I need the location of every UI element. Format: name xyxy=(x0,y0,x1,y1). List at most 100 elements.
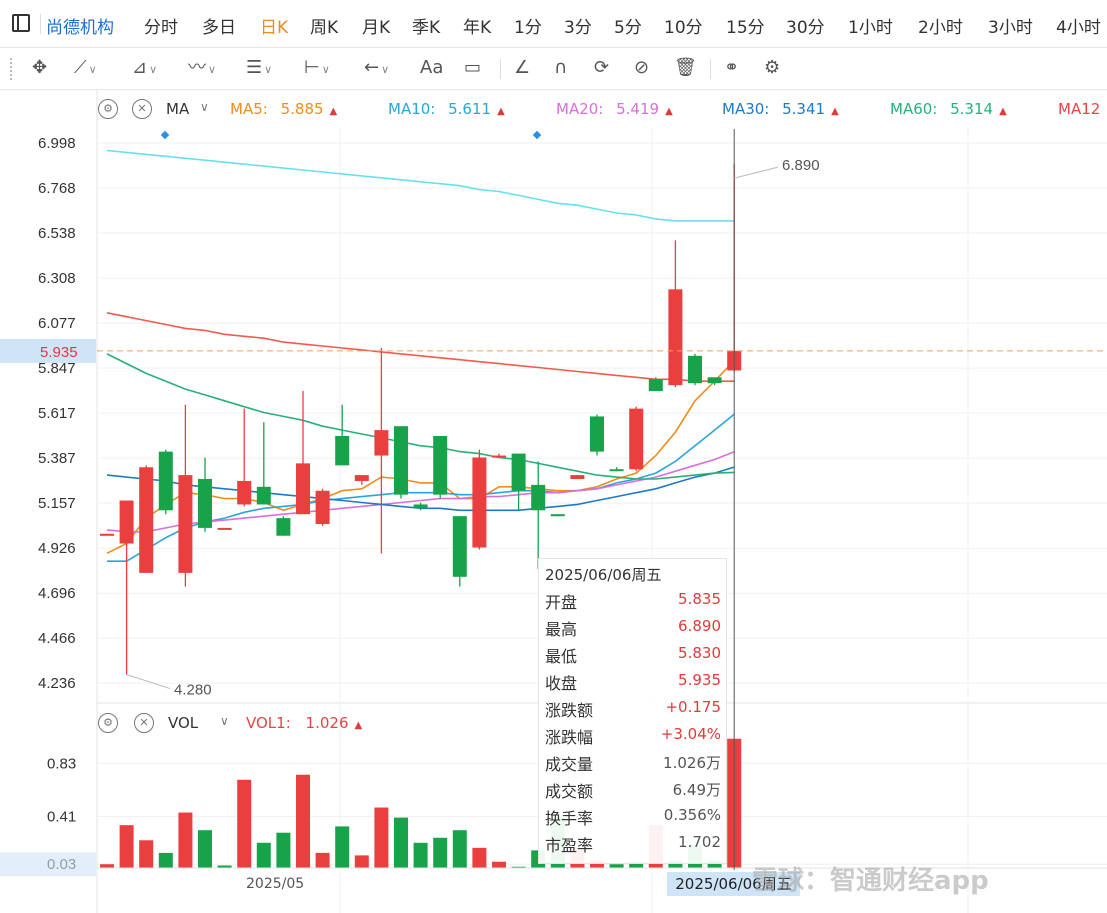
settings-icon[interactable]: ⚙ xyxy=(764,57,781,78)
vol-close-icon[interactable]: ✕ xyxy=(134,713,154,733)
ma5-legend: MA5: 5.885 ▲ xyxy=(230,100,338,118)
y-tick-label: 6.538 xyxy=(38,225,76,242)
volume-bar xyxy=(119,825,134,868)
last-price-label: 5.935 xyxy=(40,344,78,361)
y-tick-label: 6.308 xyxy=(38,270,76,287)
drawing-toolbar: ✥ ⟋ ∨ ⊿ ∨ 〰 ∨ ☰ ∨ ⊢ ∨ ← ∨ Aa ▭ ∠ ∩ ⟳ ⊘ 🗑 ⚭ ⚙ xyxy=(0,48,1107,90)
tooltip-row-volume: 成交量 1.026万 xyxy=(545,754,721,774)
indicator-name[interactable]: MA xyxy=(166,100,190,118)
tab-period-5min[interactable]: 5分 xyxy=(614,18,642,38)
y-tick-label: 5.157 xyxy=(38,495,76,512)
volume-bar xyxy=(629,861,644,868)
candle-body xyxy=(648,379,663,392)
line-tool-icon[interactable]: ⟋ ∨ xyxy=(74,57,97,78)
volume-bar xyxy=(198,830,212,868)
tab-period-multiday[interactable]: 多日 xyxy=(202,18,236,38)
candle-body xyxy=(158,451,173,511)
volume-bar xyxy=(296,774,310,868)
volume-bar xyxy=(590,860,604,868)
volume-bar xyxy=(609,864,624,868)
low-mark-leader xyxy=(126,674,171,690)
tab-period-fenshi[interactable]: 分时 xyxy=(144,18,178,38)
y-tick-label: 4.236 xyxy=(38,675,76,692)
ruler-icon[interactable]: ∠ xyxy=(514,57,531,78)
tab-period-30min[interactable]: 30分 xyxy=(786,18,825,38)
volume-bar xyxy=(374,807,389,868)
tab-period-monthly[interactable]: 月K xyxy=(362,18,391,38)
y-tick-label: 5.387 xyxy=(38,450,76,467)
tab-period-1min[interactable]: 1分 xyxy=(514,18,542,38)
tab-period-3min[interactable]: 3分 xyxy=(564,18,592,38)
volume-bar xyxy=(276,832,291,868)
candle-body xyxy=(296,463,310,515)
chevron-down-icon[interactable]: ∨ xyxy=(220,714,229,728)
period-bar: 尚德机构 分时 多日 日K 周K 月K 季K 年K 1分 3分 5分 10分 1… xyxy=(0,0,1107,48)
indicator-close-icon[interactable]: ✕ xyxy=(132,99,152,119)
tab-period-daily[interactable]: 日K xyxy=(260,18,289,38)
y-tick-label: 5.847 xyxy=(38,360,76,377)
tab-period-yearly[interactable]: 年K xyxy=(463,18,492,38)
candle-body xyxy=(335,435,350,466)
arrow-tool-icon[interactable]: ← ∨ xyxy=(364,57,390,78)
text-tool-icon[interactable]: Aa xyxy=(420,57,444,78)
channel-tool-icon[interactable]: ⊿ ∨ xyxy=(132,57,158,78)
toolbar-grip-icon[interactable] xyxy=(10,58,14,80)
candle-body xyxy=(256,486,271,505)
vol-indicator-name[interactable]: VOL xyxy=(168,714,199,732)
vol-settings-icon[interactable]: ⚙ xyxy=(98,713,118,733)
candle-body xyxy=(472,457,487,548)
vol-y-tick-label: 0.83 xyxy=(47,755,76,772)
y-tick-label: 5.617 xyxy=(38,405,76,422)
vol-y-tick-label: 0.41 xyxy=(47,808,76,825)
candle-body xyxy=(590,416,604,452)
tab-period-4h[interactable]: 4小时 xyxy=(1056,18,1101,38)
low-mark-label: 4.280 xyxy=(174,682,212,699)
ma-legend: ⚙ ✕ MA ∨ MA5: 5.885 ▲ MA10: 5.611 ▲ MA20: … xyxy=(0,93,1107,123)
ma30-legend: MA30: 5.341 ▲ xyxy=(722,100,839,118)
compare-icon[interactable]: ⚭ xyxy=(724,57,740,78)
measure-tool-icon[interactable]: ⊢ ∨ xyxy=(304,57,330,78)
high-mark-label: 6.890 xyxy=(782,157,820,174)
indicator-settings-icon[interactable]: ⚙ xyxy=(98,99,118,119)
candle-body xyxy=(629,408,644,470)
tab-period-1h[interactable]: 1小时 xyxy=(848,18,893,38)
tab-period-2h[interactable]: 2小时 xyxy=(918,18,963,38)
chevron-down-icon[interactable]: ∨ xyxy=(200,100,209,114)
volume-bar xyxy=(394,817,408,868)
fib-tool-icon[interactable]: ☰ ∨ xyxy=(246,57,273,78)
tab-period-3h[interactable]: 3小时 xyxy=(988,18,1033,38)
sync-icon[interactable]: ⟳ xyxy=(594,57,610,78)
volume-bar xyxy=(178,812,193,868)
ma20-legend: MA20: 5.419 ▲ xyxy=(556,100,673,118)
volume-bar xyxy=(100,864,114,868)
high-mark-leader xyxy=(734,166,779,179)
candle-body xyxy=(511,453,526,491)
volume-bar xyxy=(511,866,526,868)
candle-body xyxy=(100,533,114,536)
tab-period-15min[interactable]: 15分 xyxy=(726,18,765,38)
ma60-legend: MA60: 5.314 ▲ xyxy=(890,100,1007,118)
candle-body xyxy=(609,469,624,472)
note-tool-icon[interactable]: ▭ xyxy=(464,57,482,78)
hide-drawings-icon[interactable]: ⊘ xyxy=(634,57,650,78)
move-icon[interactable]: ✥ xyxy=(32,57,48,78)
symbol-name[interactable]: 尚德机构 xyxy=(46,18,114,38)
candle-body xyxy=(119,500,134,544)
candle-body xyxy=(550,514,565,517)
ma-line-ma60 xyxy=(106,353,735,480)
ma-line-ma120 xyxy=(106,312,735,383)
y-tick-label: 4.926 xyxy=(38,540,76,557)
sidebar-toggle-icon[interactable] xyxy=(12,14,30,32)
volume-bar xyxy=(335,826,350,868)
magnet-icon[interactable]: ∩ xyxy=(554,57,568,78)
crosshair-date-label: 2025/06/06周五 xyxy=(667,872,800,896)
candle-body xyxy=(374,430,389,456)
trash-icon[interactable]: 🗑 xyxy=(674,57,697,78)
wave-tool-icon[interactable]: 〰 ∨ xyxy=(188,57,217,78)
tooltip-row-close: 收盘 5.935 xyxy=(545,671,721,693)
tab-period-quarterly[interactable]: 季K xyxy=(412,18,441,38)
tab-period-10min[interactable]: 10分 xyxy=(664,18,703,38)
tab-period-weekly[interactable]: 周K xyxy=(310,18,339,38)
candle-body xyxy=(433,435,448,495)
